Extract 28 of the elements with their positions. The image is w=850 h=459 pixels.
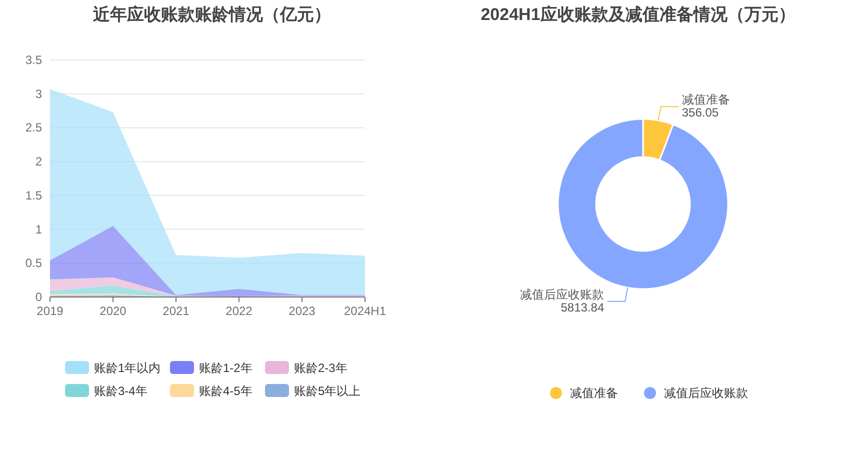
x-tick-label: 2021 [162,304,190,318]
legend-label: 账龄1-2年 [199,361,252,375]
chart-title: 2024H1应收账款及减值准备情况（万元） [480,5,796,24]
x-tick-label: 2020 [100,304,127,318]
x-tick-label: 2019 [36,304,64,318]
y-tick-label: 2 [35,154,42,169]
legend-label: 账龄3-4年 [94,384,148,398]
y-tick-label: 1 [35,222,42,236]
data-label: 356.05 [682,106,719,120]
legend-label: 账龄5年以上 [294,384,361,398]
y-tick-label: 0.5 [25,256,42,270]
slice-label: 减值后应收账款 [520,287,604,302]
legend-label: 减值准备 [570,386,618,400]
y-tick-label: 0 [35,290,42,304]
slice-label: 减值准备 [682,92,730,107]
legend-label: 账龄1年以内 [94,361,161,375]
legend-label: 减值后应收账款 [664,386,748,400]
y-tick-label: 3.5 [25,53,42,67]
data-label: 5813.84 [560,300,604,314]
chart-title: 近年应收账款账龄情况（亿元） [92,5,331,24]
legend-label: 账龄4-5年 [199,384,252,398]
x-tick-label: 2022 [226,304,253,318]
x-tick-label: 2024H1 [344,304,386,318]
y-tick-label: 1.5 [25,188,42,202]
y-tick-label: 2.5 [25,120,42,135]
x-tick-label: 2023 [288,304,316,318]
y-tick-label: 3 [35,86,42,101]
legend-label: 账龄2-3年 [294,361,348,375]
